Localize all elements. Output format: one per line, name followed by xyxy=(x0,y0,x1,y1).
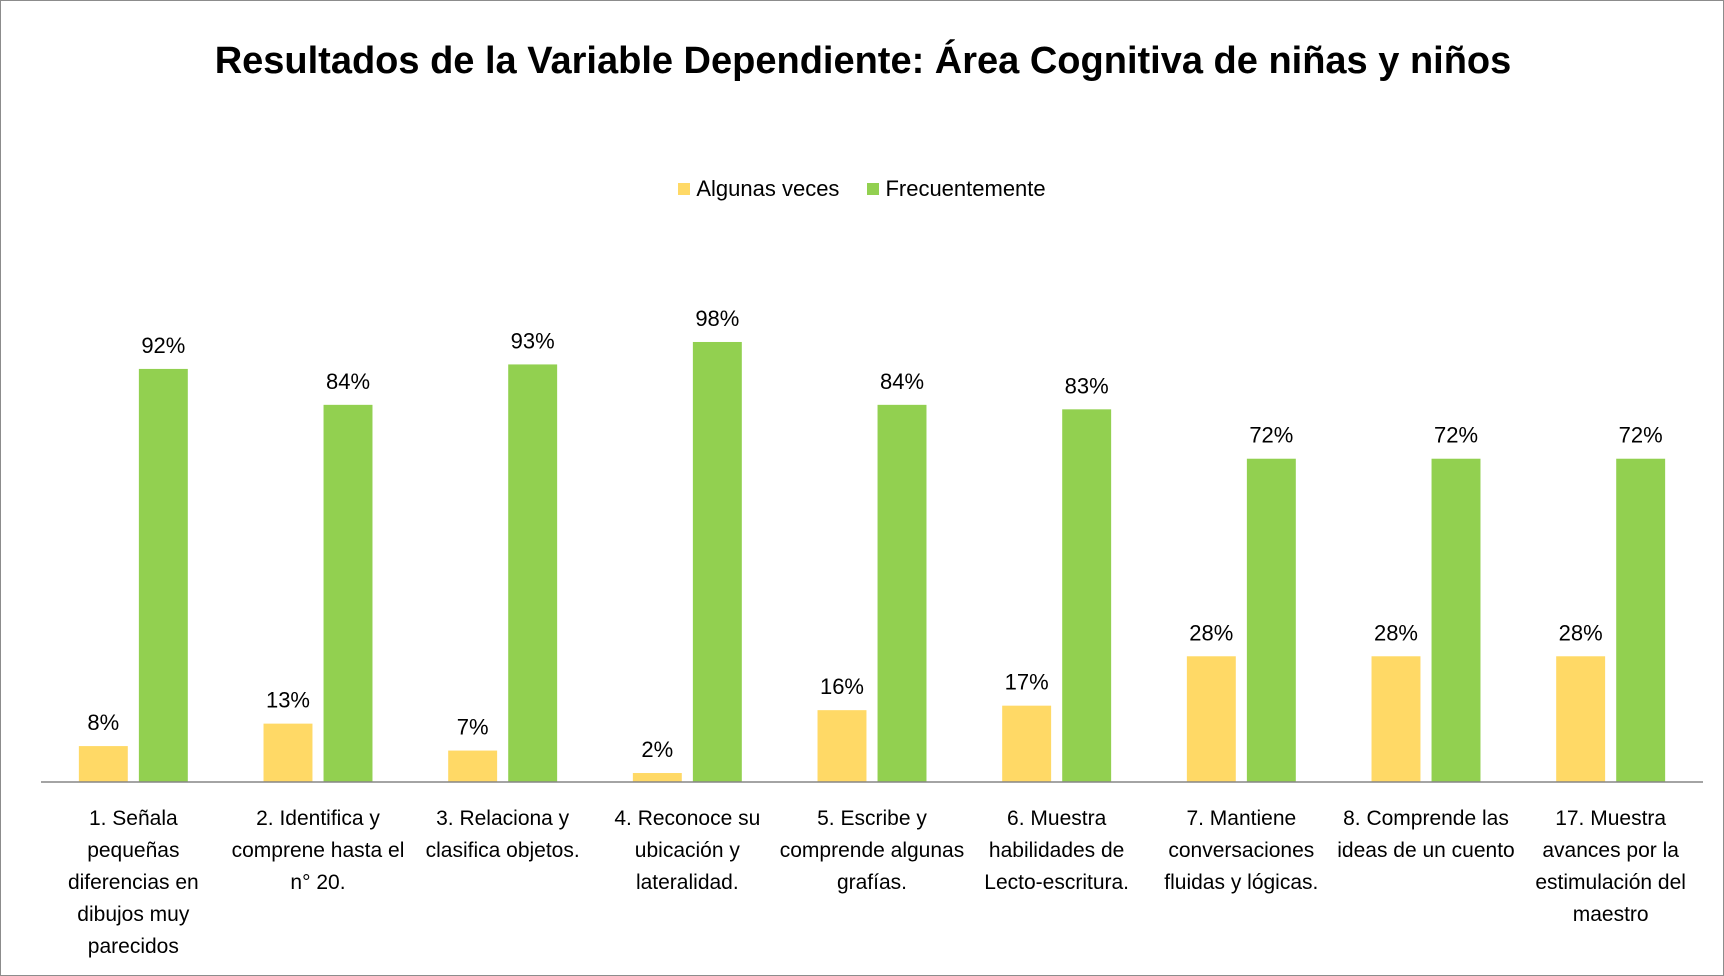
x-tick-label: 2. Identifica y comprene hasta el n° 20. xyxy=(231,807,405,894)
data-label: 84% xyxy=(326,369,370,394)
legend-item: Algunas veces xyxy=(678,176,839,202)
bar xyxy=(1431,458,1481,782)
data-label: 92% xyxy=(141,333,185,358)
x-tick-label: 4. Reconoce su ubicación y lateralidad. xyxy=(614,807,761,894)
data-label: 17% xyxy=(1005,670,1049,695)
data-label: 28% xyxy=(1189,620,1233,645)
x-tick-label: 7. Mantiene conversaciones fluidas y lóg… xyxy=(1164,807,1319,894)
data-label: 16% xyxy=(820,674,864,699)
bar xyxy=(323,404,373,782)
bar xyxy=(692,341,742,782)
legend: Algunas veces Frecuentemente xyxy=(1,175,1723,202)
bar xyxy=(1002,705,1052,782)
legend-swatch xyxy=(678,183,691,195)
bar xyxy=(78,746,128,782)
data-label: 28% xyxy=(1374,620,1418,645)
chart-title: Resultados de la Variable Dependiente: Á… xyxy=(214,40,1512,82)
x-tick-label: 8. Comprende las ideas de un cuento xyxy=(1337,807,1515,862)
bar xyxy=(1556,656,1606,782)
bar xyxy=(1246,458,1296,782)
data-label: 28% xyxy=(1559,620,1603,645)
data-label: 83% xyxy=(1065,373,1109,398)
x-tick-label: 1. Señala pequeñas diferencias en dibujo… xyxy=(67,807,199,958)
bar xyxy=(1062,409,1112,782)
data-label: 72% xyxy=(1434,423,1478,448)
data-label: 72% xyxy=(1619,423,1663,448)
legend-swatch xyxy=(867,183,880,195)
x-tick-label: 5. Escribe y comprende algunas grafías. xyxy=(779,807,965,894)
data-label: 84% xyxy=(880,369,924,394)
legend-item: Frecuentemente xyxy=(867,176,1046,202)
bar xyxy=(263,723,313,782)
data-label: 8% xyxy=(87,710,119,735)
bar xyxy=(632,773,682,782)
bar xyxy=(817,710,867,782)
bar xyxy=(1186,656,1236,782)
data-label: 7% xyxy=(457,715,489,740)
data-label: 72% xyxy=(1249,423,1293,448)
bar xyxy=(138,368,188,782)
bar xyxy=(448,750,498,782)
data-label: 98% xyxy=(695,306,739,331)
legend-label: Frecuentemente xyxy=(885,176,1046,201)
bar xyxy=(508,364,558,782)
data-label: 13% xyxy=(266,688,310,713)
data-label: 93% xyxy=(511,328,555,353)
bar xyxy=(1616,458,1666,782)
data-label: 2% xyxy=(641,737,673,762)
legend-label: Algunas veces xyxy=(696,176,840,201)
x-tick-label: 6. Muestra habilidades de Lecto-escritur… xyxy=(984,807,1130,894)
bar xyxy=(1371,656,1421,782)
bar xyxy=(877,404,927,782)
x-tick-label: 17. Muestra avances por la estimulación … xyxy=(1535,807,1686,926)
x-tick-label: 3. Relaciona y clasifica objetos. xyxy=(425,807,580,862)
